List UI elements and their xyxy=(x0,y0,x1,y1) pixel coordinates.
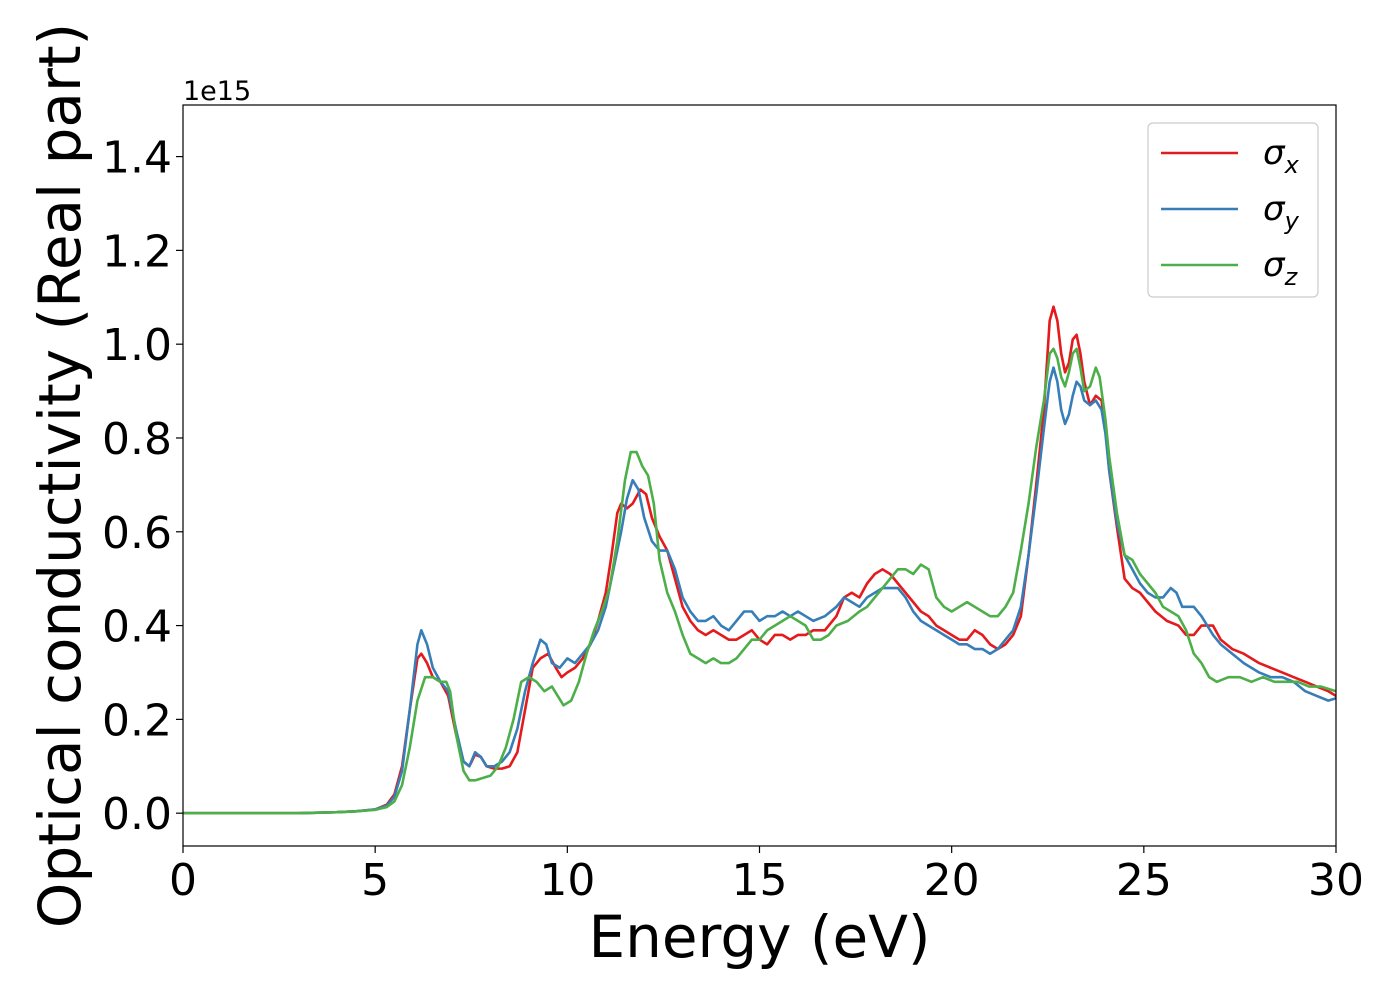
y-offset-label: 1e15 xyxy=(183,76,251,107)
x-tick-label: 15 xyxy=(732,855,788,906)
y-axis-title: Optical conductivity (Real part) xyxy=(26,23,94,928)
x-axis-title: Energy (eV) xyxy=(588,903,930,971)
y-axis: 0.0 0.2 0.4 0.6 0.8 1.0 1.2 1.4 xyxy=(102,133,183,840)
y-tick-label: 0.2 xyxy=(102,695,172,746)
y-tick-label: 0.6 xyxy=(102,508,172,559)
x-tick-label: 30 xyxy=(1308,855,1364,906)
x-tick-label: 25 xyxy=(1116,855,1172,906)
y-tick-label: 0.0 xyxy=(102,789,172,840)
x-axis: 0 5 10 15 20 25 30 xyxy=(169,846,1364,906)
y-tick-label: 1.4 xyxy=(102,133,172,184)
x-tick-label: 20 xyxy=(924,855,980,906)
y-tick-label: 1.0 xyxy=(102,320,172,371)
x-tick-label: 5 xyxy=(361,855,389,906)
x-tick-label: 0 xyxy=(169,855,197,906)
y-tick-label: 0.8 xyxy=(102,414,172,465)
y-tick-label: 0.4 xyxy=(102,602,172,653)
series-line-z xyxy=(183,347,1336,815)
y-tick-label: 1.2 xyxy=(102,226,172,277)
x-tick-label: 10 xyxy=(539,855,595,906)
series-layer xyxy=(183,305,1336,815)
